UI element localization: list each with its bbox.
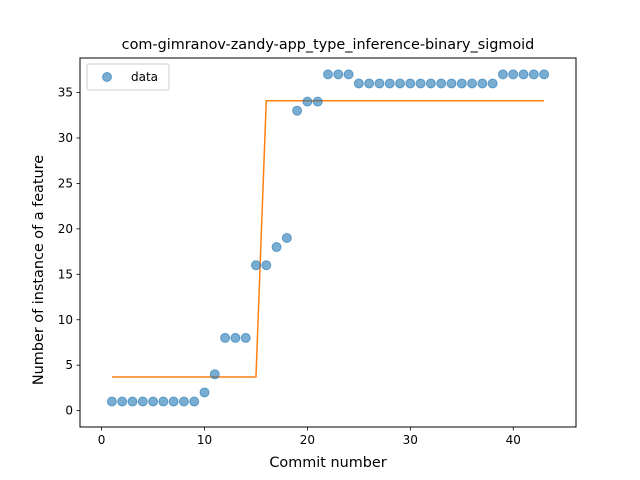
data-point (127, 396, 138, 407)
data-point (302, 96, 313, 107)
data-point (148, 396, 159, 407)
legend-box (86, 63, 170, 91)
data-point (323, 69, 333, 80)
y-tick-label: 10 (58, 313, 73, 327)
data-point (487, 78, 498, 89)
legend-label-data: data (131, 70, 158, 84)
data-point (220, 332, 231, 343)
axes-frame (79, 57, 577, 428)
data-point (497, 69, 508, 80)
data-point (436, 78, 447, 89)
data-point (477, 78, 488, 89)
x-tick-label: 10 (197, 433, 212, 447)
fit-line (111, 99, 545, 378)
x-axis-label: Commit number (269, 455, 386, 471)
y-tick-label: 35 (58, 86, 73, 100)
data-point (209, 369, 220, 380)
data-point (106, 396, 117, 407)
data-point (353, 78, 364, 89)
legend-marker-data (102, 72, 112, 82)
data-point (415, 78, 426, 89)
data-point (240, 332, 251, 343)
y-tick-label: 5 (65, 358, 73, 372)
data-point (405, 78, 416, 89)
data-point (250, 260, 261, 271)
data-point (271, 242, 282, 253)
data-point (189, 396, 200, 407)
data-point (117, 396, 128, 407)
data-point (199, 387, 210, 398)
data-point (261, 260, 272, 271)
legend: data (86, 63, 170, 91)
y-axis-label: Number of instance of a feature (31, 155, 47, 385)
data-point (374, 78, 385, 89)
data-point (168, 396, 179, 407)
data-point (137, 396, 148, 407)
x-tick-label: 0 (98, 433, 106, 447)
data-point (467, 78, 478, 89)
data-point (158, 396, 169, 407)
data-point (333, 69, 344, 80)
data-point (425, 78, 436, 89)
data-point (518, 69, 529, 80)
data-point (384, 78, 395, 89)
chart-title: com-gimranov-zandy-app_type_inference-bi… (122, 37, 535, 53)
data-point (364, 78, 375, 89)
y-tick-label: 25 (58, 176, 73, 190)
data-point (312, 96, 323, 107)
data-point (528, 69, 539, 80)
data-point (230, 332, 241, 343)
x-tick-label: 30 (403, 433, 418, 447)
data-point (539, 69, 550, 80)
y-tick-label: 0 (65, 404, 73, 418)
data-point (281, 232, 292, 243)
data-point (508, 69, 519, 80)
y-tick-label: 20 (58, 222, 73, 236)
data-point (456, 78, 467, 89)
axes: 0 10 20 30 40 0 5 10 15 20 25 30 35 (58, 57, 577, 447)
data-point (343, 69, 354, 80)
data-point (395, 78, 406, 89)
y-tick-label: 30 (58, 131, 73, 145)
data-point (178, 396, 189, 407)
data-point (292, 105, 303, 116)
x-tick-label: 40 (506, 433, 521, 447)
plot-area (106, 69, 550, 407)
data-point (446, 78, 457, 89)
y-tick-label: 15 (58, 267, 73, 281)
x-tick-label: 20 (300, 433, 315, 447)
